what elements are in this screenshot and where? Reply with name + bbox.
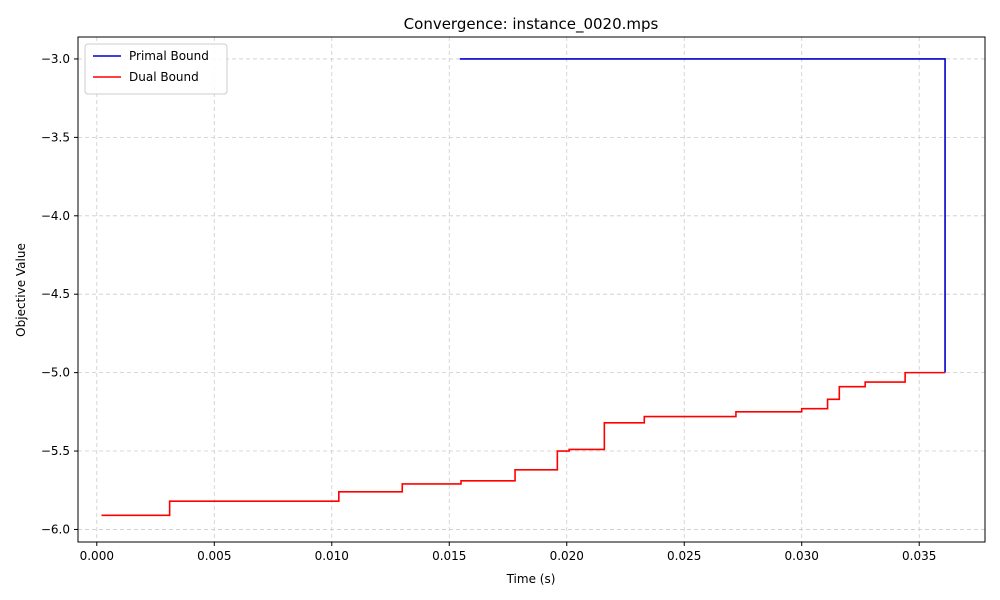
x-tick-label: 0.010 bbox=[315, 549, 349, 563]
grid-layer bbox=[78, 37, 985, 542]
x-tick-label: 0.020 bbox=[550, 549, 584, 563]
x-axis-label: Time (s) bbox=[506, 572, 556, 586]
x-tick-label: 0.035 bbox=[902, 549, 936, 563]
y-tick-label: −3.0 bbox=[41, 52, 70, 66]
x-tick-label: 0.030 bbox=[785, 549, 819, 563]
y-tick-label: −3.5 bbox=[41, 130, 70, 144]
legend-label: Dual Bound bbox=[129, 70, 199, 84]
y-tick-label: −5.0 bbox=[41, 366, 70, 380]
series-layer bbox=[101, 58, 946, 517]
y-tick-label: −4.0 bbox=[41, 209, 70, 223]
series-line-dual-bound bbox=[101, 371, 946, 517]
plot-area-frame bbox=[77, 36, 986, 543]
legend-label: Primal Bound bbox=[129, 49, 209, 63]
legend: Primal Bound Dual Bound bbox=[84, 43, 228, 95]
y-tick-label: −6.0 bbox=[41, 522, 70, 536]
y-tick-label: −5.5 bbox=[41, 444, 70, 458]
y-tick-label: −4.5 bbox=[41, 287, 70, 301]
y-axis-label: Objective Value bbox=[14, 243, 28, 337]
series-line-primal-bound bbox=[459, 58, 946, 373]
x-tick-label: 0.025 bbox=[667, 549, 701, 563]
chart-title: Convergence: instance_0020.mps bbox=[404, 15, 659, 34]
x-tick-label: 0.005 bbox=[197, 549, 231, 563]
x-tick-label: 0.015 bbox=[432, 549, 466, 563]
x-tick-label: 0.000 bbox=[80, 549, 114, 563]
ticks-layer: 0.000 0.005 0.010 0.015 0.020 0.025 0.030 0.035… bbox=[41, 52, 937, 563]
